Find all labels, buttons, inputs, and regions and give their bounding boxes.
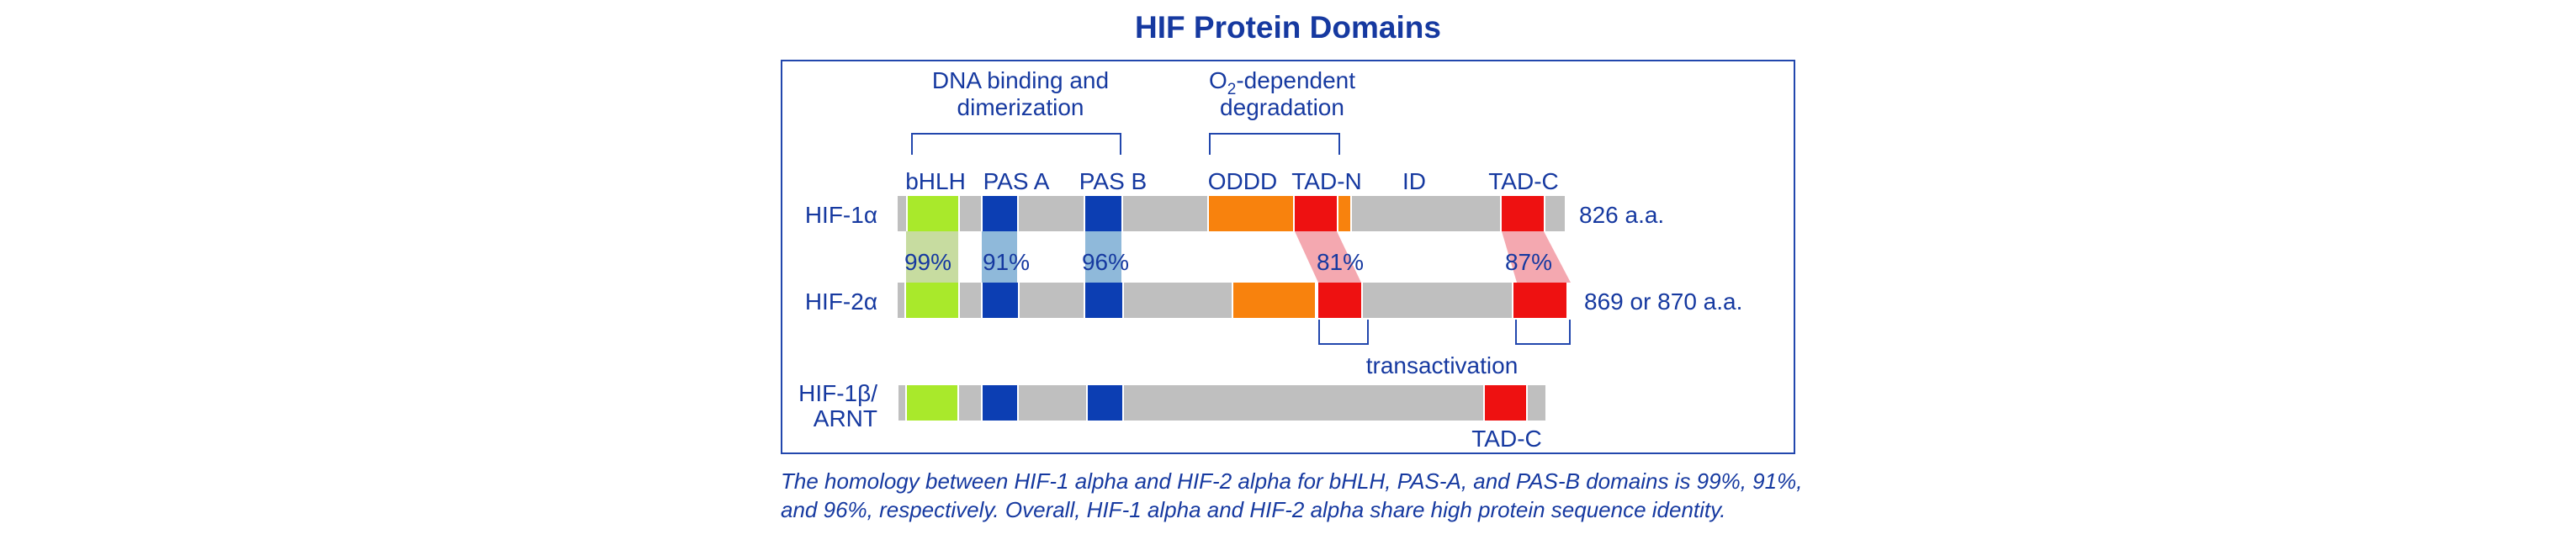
- segment-pas-b: [1088, 385, 1122, 421]
- segment-linker: [1020, 283, 1084, 318]
- domain-label-bhlh: bHLH: [905, 168, 966, 194]
- segment-linker: [960, 196, 981, 231]
- segment-linker: [898, 283, 904, 318]
- tad-c-underbracket: [1515, 320, 1571, 345]
- o2-degradation-bracket: [1209, 133, 1340, 155]
- homology-band-pas-a: [982, 231, 1017, 283]
- row-label-hif-1a: HIF-1α: [804, 202, 877, 228]
- tad-n-underbracket: [1318, 320, 1369, 345]
- segment-tad-c: [1513, 283, 1566, 318]
- hif-2a-bar: [0, 283, 2576, 318]
- segment-linker: [1363, 283, 1512, 318]
- row-label-hif-2a: HIF-2α: [804, 288, 877, 315]
- homology-pct-pas-b: 96%: [1081, 249, 1130, 275]
- dna-binding-header-line2: dimerization: [957, 94, 1084, 120]
- homology-band-pas-b: [1085, 231, 1121, 283]
- domain-label-oddd: ODDD: [1207, 168, 1278, 194]
- domain-label-tad-n: TAD-N: [1291, 168, 1362, 194]
- domain-label-pas-a: PAS A: [983, 168, 1050, 194]
- homology-band-bhlh: [906, 231, 958, 283]
- dna-binding-bracket: [911, 133, 1121, 155]
- homology-pct-bhlh: 99%: [904, 249, 952, 275]
- o2-degradation-header-line1: O2-dependent: [1209, 67, 1355, 99]
- segment-linker: [898, 196, 906, 231]
- segment-linker: [898, 385, 905, 421]
- segment-linker: [1124, 283, 1232, 318]
- segment-tad-n: [1295, 196, 1337, 231]
- hif-2a-length-label: 869 or 870 a.a.: [1584, 288, 1743, 315]
- transactivation-label: transactivation: [1365, 352, 1519, 378]
- segment-pas-a: [983, 385, 1017, 421]
- segment-linker: [1019, 196, 1084, 231]
- segment-pas-b: [1085, 196, 1121, 231]
- o2-letter: O: [1208, 67, 1227, 93]
- segment-linker: [1338, 196, 1350, 231]
- segment-tad-n: [1318, 283, 1361, 318]
- arnt-tad-c-label: TAD-C: [1471, 426, 1542, 452]
- row-label-hif-1b: HIF-1β/: [798, 380, 877, 406]
- segment-bhlh: [906, 283, 958, 318]
- caption-line1: The homology between HIF-1 alpha and HIF…: [781, 468, 1803, 494]
- segment-pas-b: [1085, 283, 1122, 318]
- o2-subscript: 2: [1227, 81, 1237, 98]
- o2-suffix: -dependent: [1236, 67, 1356, 93]
- hif-1a-bar: [0, 196, 2576, 231]
- row-label-arnt: ARNT: [813, 405, 877, 431]
- figure-title: HIF Protein Domains: [1135, 10, 1441, 45]
- segment-linker: [1545, 196, 1565, 231]
- dna-binding-header-line1: DNA binding and: [931, 67, 1110, 93]
- segment-linker: [960, 283, 981, 318]
- homology-pct-tad-c: 87%: [1504, 249, 1553, 275]
- hif-1a-length-label: 826 a.a.: [1579, 202, 1665, 228]
- segment-linker: [959, 385, 981, 421]
- segment-pas-a: [983, 196, 1017, 231]
- segment-oddd: [1233, 283, 1315, 318]
- o2-degradation-header-line2: degradation: [1220, 94, 1344, 120]
- domain-label-id: ID: [1402, 168, 1426, 194]
- caption-line2: and 96%, respectively. Overall, HIF-1 al…: [781, 497, 1726, 522]
- segment-linker: [1528, 385, 1545, 421]
- segment-pas-a: [983, 283, 1018, 318]
- segment-tad-c: [1502, 196, 1544, 231]
- segment-id: [1352, 196, 1500, 231]
- segment-linker: [1019, 385, 1086, 421]
- segment-linker: [1124, 385, 1483, 421]
- homology-pct-tad-n: 81%: [1316, 249, 1365, 275]
- domain-label-pas-b: PAS B: [1079, 168, 1148, 194]
- segment-bhlh: [907, 385, 957, 421]
- segment-bhlh: [908, 196, 958, 231]
- segment-linker: [1123, 196, 1207, 231]
- homology-pct-pas-a: 91%: [982, 249, 1031, 275]
- segment-oddd: [1209, 196, 1293, 231]
- hif-1b-arnt-bar: [0, 385, 2576, 421]
- segment-tad-c: [1485, 385, 1526, 421]
- domain-label-tad-c: TAD-C: [1488, 168, 1559, 194]
